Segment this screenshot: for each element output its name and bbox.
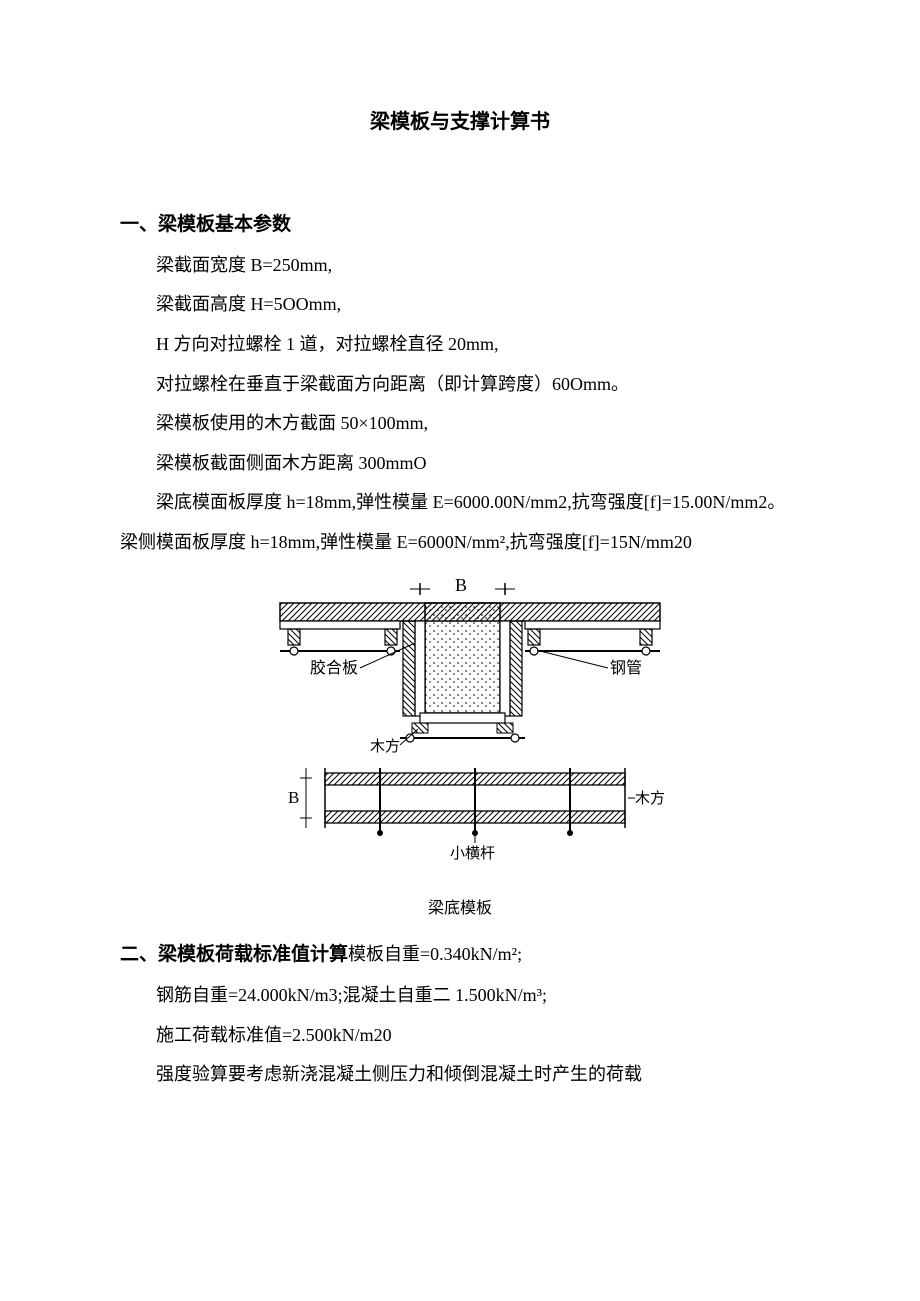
diagram-label-pipe: 钢管 [610, 659, 642, 677]
section2-heading: 二、梁模板荷载标准值计算 [120, 944, 348, 965]
section2-p2: 钢筋自重=24.000kN/m3;混凝土自重二 1.500kN/m³; [120, 976, 800, 1016]
diagram-label-wood2: 木方 [635, 790, 665, 807]
section1-p7: 梁底模面板厚度 h=18mm,弹性模量 E=6000.00N/mm2,抗弯强度[… [120, 483, 800, 562]
doc-title: 梁模板与支撑计算书 [120, 100, 800, 144]
section1-p3: H 方向对拉螺栓 1 道，对拉螺栓直径 20mm, [120, 325, 800, 365]
section1-p6: 梁模板截面侧面木方距离 300mmO [120, 444, 800, 484]
diagram-caption: 梁底模板 [120, 891, 800, 926]
document-page: 梁模板与支撑计算书 一、梁模板基本参数 梁截面宽度 B=250mm, 梁截面高度… [0, 0, 920, 1301]
section2-p1-tail: 模板自重=0.340kN/m²; [348, 944, 522, 964]
section2-p3: 施工荷载标准值=2.500kN/m20 [120, 1016, 800, 1056]
section2-line1: 二、梁模板荷载标准值计算模板自重=0.340kN/m²; [120, 934, 800, 976]
diagram-label-xiaohenggan: 小横杆 [450, 845, 495, 862]
section1-p5: 梁模板使用的木方截面 50×100mm, [120, 404, 800, 444]
diagram-label-b-left: B [288, 788, 299, 807]
diagram-label-plywood: 胶合板 [310, 659, 358, 677]
beam-diagram: B [120, 573, 800, 888]
section2-p4: 强度验算要考虑新浇混凝土侧压力和倾倒混凝土时产生的荷载 [120, 1055, 800, 1095]
section1-p2: 梁截面高度 H=5OOmm, [120, 285, 800, 325]
section1-p1: 梁截面宽度 B=250mm, [120, 246, 800, 286]
beam-diagram-svg: B [240, 573, 680, 873]
section1-heading: 一、梁模板基本参数 [120, 204, 800, 246]
diagram-label-wood1: 木方 [370, 738, 400, 755]
diagram-label-b-top: B [455, 575, 467, 595]
section1-p4: 对拉螺栓在垂直于梁截面方向距离（即计算跨度）60Omm。 [120, 365, 800, 405]
